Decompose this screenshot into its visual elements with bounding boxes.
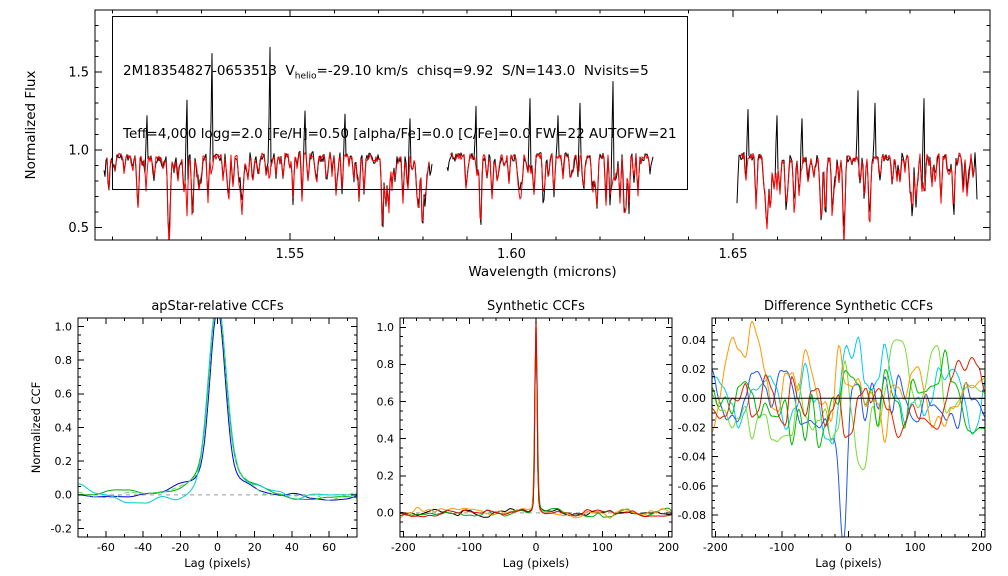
svg-text:0: 0 [533, 541, 540, 554]
svg-text:100: 100 [592, 541, 613, 554]
svg-text:Normalized CCF: Normalized CCF [29, 382, 43, 474]
svg-text:-0.04: -0.04 [678, 451, 706, 464]
svg-text:1.5: 1.5 [68, 66, 89, 81]
svg-text:0.4: 0.4 [377, 432, 395, 445]
difference-ccf-panel: -200 -100 0 100 200 0.04 0.02 0.00 -0.02 -0.04 -0.… [678, 299, 993, 570]
svg-text:Lag (pixels): Lag (pixels) [503, 556, 570, 570]
svg-text:60: 60 [322, 541, 336, 554]
svg-text:1.60: 1.60 [497, 247, 526, 262]
svg-text:0.2: 0.2 [55, 455, 73, 468]
svg-text:1.0: 1.0 [68, 143, 89, 158]
annotation-line-2: Teff=4,000 logg=2.0 [Fe/H]=0.50 [alpha/F… [123, 126, 677, 143]
svg-text:-0.06: -0.06 [678, 480, 706, 493]
svg-text:-200: -200 [391, 541, 416, 554]
svg-text:-0.02: -0.02 [678, 421, 706, 434]
annotation-line-1-suffix: =-29.10 km/s chisq=9.92 S/N=143.0 Nvisit… [316, 62, 649, 79]
svg-text:1.0: 1.0 [377, 321, 395, 334]
svg-text:0: 0 [845, 541, 852, 554]
svg-text:-0.08: -0.08 [678, 509, 706, 522]
svg-text:100: 100 [905, 541, 926, 554]
svg-text:Difference Synthetic CCFs: Difference Synthetic CCFs [764, 299, 933, 314]
svg-text:0.02: 0.02 [682, 363, 707, 376]
svg-text:1.55: 1.55 [275, 247, 304, 262]
svg-text:-200: -200 [703, 541, 728, 554]
svg-text:-100: -100 [457, 541, 482, 554]
svg-text:-20: -20 [171, 541, 189, 554]
synthetic-ccf-panel: -200 -100 0 100 200 0.0 0.2 0.4 0.6 0.8 1.0 Lag (pi… [377, 299, 680, 570]
svg-text:Normalized Flux: Normalized Flux [23, 71, 39, 180]
svg-text:1.0: 1.0 [55, 320, 73, 333]
annotation-line-1: 2M18354827-0653513 Vhelio=-29.10 km/s ch… [123, 61, 677, 84]
svg-text:0.4: 0.4 [55, 421, 73, 434]
svg-text:-0.2: -0.2 [51, 522, 72, 535]
svg-text:200: 200 [658, 541, 679, 554]
svg-text:0.6: 0.6 [377, 395, 395, 408]
spectrum-panel: 1.55 1.60 1.65 0.5 1.0 1.5 Wavelength (microns… [23, 9, 991, 280]
svg-text:0.6: 0.6 [55, 388, 73, 401]
svg-text:1.65: 1.65 [719, 247, 748, 262]
svg-text:-60: -60 [97, 541, 115, 554]
svg-text:Wavelength (microns): Wavelength (microns) [468, 264, 616, 280]
svg-text:200: 200 [971, 541, 992, 554]
svg-text:0.2: 0.2 [377, 470, 395, 483]
svg-text:20: 20 [248, 541, 262, 554]
svg-text:Lag (pixels): Lag (pixels) [815, 556, 882, 570]
svg-text:-100: -100 [769, 541, 794, 554]
svg-text:0.8: 0.8 [377, 358, 395, 371]
apstar-ccf-panel: -60 -40 -20 0 20 40 60 -0.2 0.0 0.2 0.4 0.6 0.8 1.0 La… [29, 299, 358, 570]
svg-text:40: 40 [285, 541, 299, 554]
svg-text:0.5: 0.5 [68, 221, 89, 236]
svg-text:Synthetic CCFs: Synthetic CCFs [487, 299, 585, 314]
annotation-line-1-prefix: 2M18354827-0653513 V [123, 62, 295, 79]
svg-text:-40: -40 [134, 541, 152, 554]
svg-text:0.0: 0.0 [55, 489, 73, 502]
svg-text:0.04: 0.04 [682, 334, 707, 347]
svg-text:0: 0 [214, 541, 221, 554]
svg-text:0.0: 0.0 [377, 507, 395, 520]
svg-text:0.8: 0.8 [55, 354, 73, 367]
svg-text:0.00: 0.00 [682, 392, 707, 405]
annotation-vhelio-subscript: helio [294, 71, 317, 82]
svg-text:Lag (pixels): Lag (pixels) [184, 556, 251, 570]
spectrum-annotation-box: 2M18354827-0653513 Vhelio=-29.10 km/s ch… [112, 16, 688, 190]
svg-text:apStar-relative CCFs: apStar-relative CCFs [151, 299, 284, 314]
